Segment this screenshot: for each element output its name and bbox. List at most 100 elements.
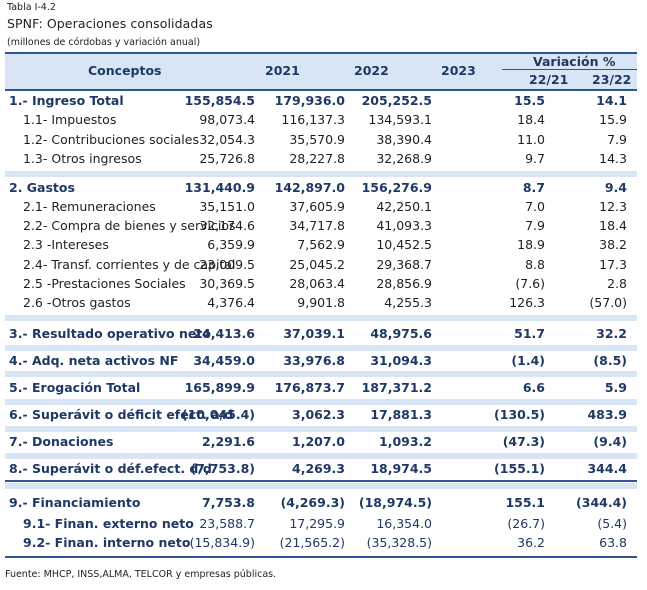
cell-2021: 23,588.7 xyxy=(199,516,255,531)
row-label: 2.2- Compra de bienes y servicios xyxy=(23,218,236,233)
table-title: SPNF: Operaciones consolidadas xyxy=(7,16,213,31)
header-2022: 2022 xyxy=(354,63,389,78)
cell-var-23-22: 32.2 xyxy=(596,326,627,341)
cell-var-22-21: 126.3 xyxy=(509,295,545,310)
source-footnote: Fuente: MHCP, INSS,ALMA, TELCOR y empres… xyxy=(5,569,277,580)
cell-2023: 29,368.7 xyxy=(376,257,432,272)
cell-var-23-22: (5.4) xyxy=(597,516,627,531)
cell-2022: 142,897.0 xyxy=(274,180,345,195)
cell-var-23-22: 344.4 xyxy=(587,461,627,476)
table-row: 8.- Superávit o déf.efect. d/d (7,753.8)… xyxy=(5,459,637,478)
table-row: 9.- Financiamiento 7,753.8 (4,269.3) (18… xyxy=(5,493,637,512)
row-label: 7.- Donaciones xyxy=(9,434,114,449)
cell-var-22-21: 51.7 xyxy=(514,326,545,341)
cell-2021: 30,369.5 xyxy=(199,276,255,291)
table-bottom-rule xyxy=(5,556,637,558)
cell-2022: 1,207.0 xyxy=(292,434,345,449)
cell-2023: (35,328.5) xyxy=(366,535,432,550)
table-row: 2. Gastos 131,440.9 142,897.0 156,276.9 … xyxy=(5,178,637,197)
cell-2021: 32,174.6 xyxy=(199,218,255,233)
cell-2023: 42,250.1 xyxy=(376,199,432,214)
row-label: 6.- Superávit o déficit efect. a/d xyxy=(9,407,234,422)
cell-2022: 37,605.9 xyxy=(289,199,345,214)
group-separator xyxy=(5,371,637,377)
cell-2022: 116,137.3 xyxy=(281,112,345,127)
group-separator xyxy=(5,426,637,432)
cell-2021: 35,151.0 xyxy=(199,199,255,214)
cell-2022: 4,269.3 xyxy=(292,461,345,476)
row-label: 4.- Adq. neta activos NF xyxy=(9,353,179,368)
cell-2021: 34,459.0 xyxy=(193,353,255,368)
cell-2023: 18,974.5 xyxy=(370,461,432,476)
cell-var-23-22: (344.4) xyxy=(576,495,627,510)
cell-2021: (15,834.9) xyxy=(189,535,255,550)
table-row: 2.6 -Otros gastos 4,376.4 9,901.8 4,255.… xyxy=(5,293,637,312)
row-label: 2.4- Transf. corrientes y de capital xyxy=(23,257,236,272)
header-2021: 2021 xyxy=(265,63,300,78)
cell-var-23-22: (8.5) xyxy=(593,353,627,368)
cell-var-22-21: 8.8 xyxy=(525,257,545,272)
table-header xyxy=(5,52,637,90)
cell-var-23-22: (9.4) xyxy=(593,434,627,449)
cell-2021: 6,359.9 xyxy=(207,237,255,252)
cell-2023: 4,255.3 xyxy=(384,295,432,310)
cell-2023: 1,093.2 xyxy=(379,434,432,449)
table-row: 7.- Donaciones 2,291.6 1,207.0 1,093.2 (… xyxy=(5,432,637,451)
table-row: 3.- Resultado operativo neto 24,413.6 37… xyxy=(5,324,637,343)
cell-var-22-21: 155.1 xyxy=(505,495,545,510)
cell-2021: 98,073.4 xyxy=(199,112,255,127)
row-label: 9.2- Finan. interno neto xyxy=(23,535,191,550)
cell-var-22-21: (155.1) xyxy=(494,461,545,476)
header-var-23-22: 23/22 xyxy=(592,72,632,87)
header-variation: Variación % xyxy=(533,54,616,69)
cell-2022: 9,901.8 xyxy=(297,295,345,310)
cell-2022: 28,063.4 xyxy=(289,276,345,291)
cell-2021: 165,899.9 xyxy=(184,380,255,395)
table-row: 1.- Ingreso Total 155,854.5 179,936.0 20… xyxy=(5,91,637,110)
cell-2021: 32,054.3 xyxy=(199,132,255,147)
cell-2021: 23,009.5 xyxy=(199,257,255,272)
cell-var-23-22: 38.2 xyxy=(599,237,627,252)
row-label: 2.3 -Intereses xyxy=(23,237,109,252)
cell-2023: 10,452.5 xyxy=(376,237,432,252)
cell-2023: 41,093.3 xyxy=(376,218,432,233)
cell-var-22-21: 9.7 xyxy=(525,151,545,166)
cell-2022: 17,295.9 xyxy=(289,516,345,531)
cell-2023: 32,268.9 xyxy=(376,151,432,166)
cell-var-23-22: 7.9 xyxy=(607,132,627,147)
cell-var-22-21: 7.0 xyxy=(525,199,545,214)
row-label: 2.5 -Prestaciones Sociales xyxy=(23,276,186,291)
cell-2021: (7,753.8) xyxy=(190,461,255,476)
cell-var-22-21: 8.7 xyxy=(522,180,545,195)
table-row: 2.4- Transf. corrientes y de capital 23,… xyxy=(5,255,637,274)
row-label: 1.3- Otros ingresos xyxy=(23,151,142,166)
row-label: 2. Gastos xyxy=(9,180,75,195)
table-row: 1.1- Impuestos 98,073.4 116,137.3 134,59… xyxy=(5,110,637,129)
table-row: 2.5 -Prestaciones Sociales 30,369.5 28,0… xyxy=(5,274,637,293)
group-separator xyxy=(5,483,637,489)
cell-2021: 4,376.4 xyxy=(207,295,255,310)
cell-2021: 7,753.8 xyxy=(202,495,255,510)
row-label: 9.1- Finan. externo neto xyxy=(23,516,194,531)
cell-2022: 3,062.3 xyxy=(292,407,345,422)
cell-2022: 34,717.8 xyxy=(289,218,345,233)
cell-var-22-21: (47.3) xyxy=(502,434,545,449)
cell-var-23-22: 483.9 xyxy=(587,407,627,422)
row-label: 3.- Resultado operativo neto xyxy=(9,326,211,341)
cell-2022: 176,873.7 xyxy=(274,380,345,395)
cell-2023: 156,276.9 xyxy=(361,180,432,195)
table-row: 2.3 -Intereses 6,359.9 7,562.9 10,452.5 … xyxy=(5,235,637,254)
cell-2022: 37,039.1 xyxy=(283,326,345,341)
cell-2021: (10,045.4) xyxy=(181,407,255,422)
cell-var-23-22: (57.0) xyxy=(589,295,627,310)
variation-rule xyxy=(502,69,637,70)
cell-2021: 155,854.5 xyxy=(184,93,255,108)
header-var-22-21: 22/21 xyxy=(529,72,569,87)
row-label: 1.2- Contribuciones sociales xyxy=(23,132,199,147)
row-label: 1.- Ingreso Total xyxy=(9,93,124,108)
cell-var-22-21: 11.0 xyxy=(517,132,545,147)
table-row: 2.1- Remuneraciones 35,151.0 37,605.9 42… xyxy=(5,197,637,216)
cell-var-23-22: 17.3 xyxy=(599,257,627,272)
header-bottom-rule xyxy=(5,89,637,91)
group-separator xyxy=(5,453,637,459)
